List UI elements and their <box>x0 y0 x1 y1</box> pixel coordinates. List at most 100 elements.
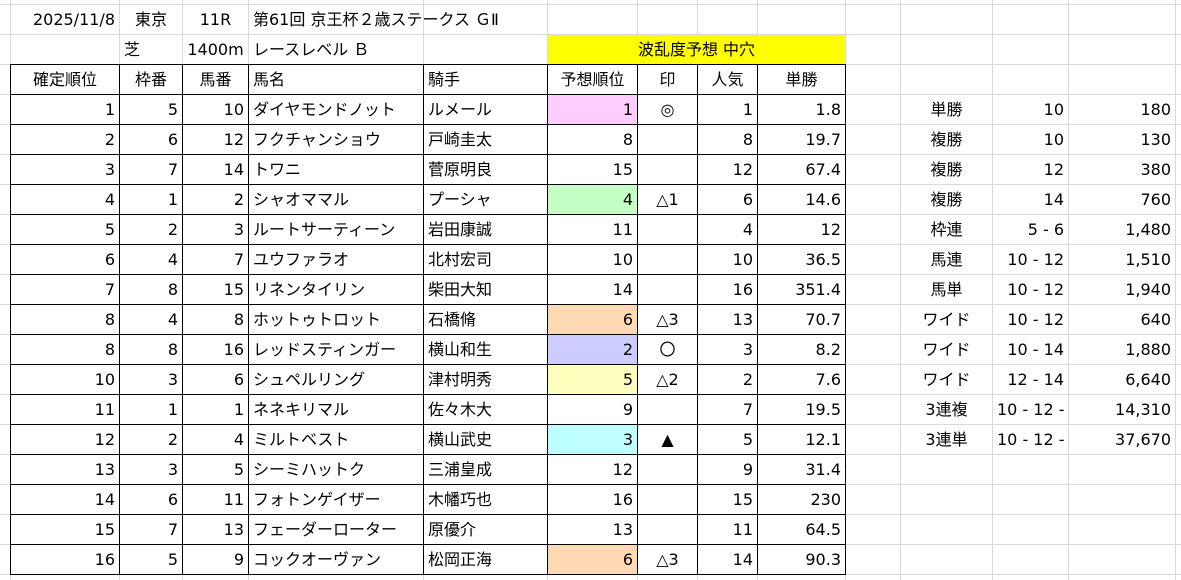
column-header[interactable]: 馬名 <box>253 70 286 89</box>
popularity[interactable]: 3 <box>742 340 753 359</box>
gate-number[interactable]: 4 <box>167 250 178 269</box>
gate-number[interactable]: 4 <box>167 310 178 329</box>
predicted-rank[interactable]: 6 <box>548 545 637 574</box>
horse-name[interactable]: フクチャンショウ <box>253 130 381 149</box>
payout-type[interactable]: 複勝 <box>930 160 963 179</box>
horse-name[interactable]: ネネキリマル <box>253 400 350 419</box>
payout-amount[interactable]: 1,880 <box>1125 340 1171 359</box>
predicted-rank[interactable]: 14 <box>612 280 633 299</box>
jockey-name[interactable]: 横山和生 <box>428 340 493 359</box>
prediction-mark[interactable] <box>638 125 697 154</box>
horse-number[interactable]: 12 <box>223 130 244 149</box>
payout-amount[interactable]: 37,670 <box>1115 430 1171 449</box>
horse-number[interactable]: 16 <box>223 340 244 359</box>
popularity[interactable]: 14 <box>732 550 753 569</box>
horse-name[interactable]: シュペルリング <box>253 370 366 389</box>
jockey-name[interactable]: 菅原明良 <box>428 160 493 179</box>
win-odds[interactable]: 31.4 <box>805 460 841 479</box>
gate-number[interactable]: 5 <box>167 100 178 119</box>
gate-number[interactable]: 1 <box>167 190 178 209</box>
win-odds[interactable]: 351.4 <box>795 280 841 299</box>
popularity[interactable]: 13 <box>732 310 753 329</box>
gate-number[interactable]: 2 <box>167 220 178 239</box>
payout-amount[interactable]: 130 <box>1140 130 1171 149</box>
race-number[interactable]: 11R <box>199 10 232 29</box>
horse-number[interactable]: 9 <box>233 550 244 569</box>
payout-type[interactable]: ワイド <box>922 370 971 389</box>
race-date[interactable]: 2025/11/8 <box>32 10 115 29</box>
race-venue[interactable]: 東京 <box>134 10 167 29</box>
payout-type[interactable]: 3連単 <box>925 430 968 449</box>
horse-name[interactable]: レッドスティンガー <box>253 340 397 359</box>
payout-type[interactable]: 枠連 <box>930 220 963 239</box>
finish-rank[interactable]: 4 <box>104 190 115 209</box>
race-level[interactable]: レースレベル Ｂ <box>253 40 370 59</box>
payout-combination[interactable]: 14 <box>1043 190 1064 209</box>
predicted-rank[interactable]: 1 <box>548 95 637 124</box>
finish-rank[interactable]: 13 <box>94 460 115 479</box>
finish-rank[interactable]: 7 <box>104 280 115 299</box>
payout-amount[interactable]: 14,310 <box>1115 400 1171 419</box>
prediction-mark[interactable] <box>638 485 697 514</box>
popularity[interactable]: 2 <box>742 370 753 389</box>
payout-combination[interactable]: 10 - 12 <box>1007 310 1064 329</box>
payout-combination[interactable]: 10 - 14 <box>1007 340 1064 359</box>
horse-number[interactable]: 13 <box>223 520 244 539</box>
payout-amount[interactable]: 1,940 <box>1125 280 1171 299</box>
predicted-rank[interactable]: 3 <box>548 425 637 454</box>
payout-amount[interactable]: 640 <box>1140 310 1171 329</box>
gate-number[interactable]: 8 <box>167 280 178 299</box>
win-odds[interactable]: 230 <box>810 490 841 509</box>
payout-amount[interactable]: 1,480 <box>1125 220 1171 239</box>
popularity[interactable]: 10 <box>732 250 753 269</box>
prediction-mark[interactable]: △3 <box>656 310 679 329</box>
horse-name[interactable]: フェーダーローター <box>253 520 398 539</box>
payout-type[interactable]: 馬単 <box>930 280 963 299</box>
horse-number[interactable]: 6 <box>233 370 244 389</box>
finish-rank[interactable]: 10 <box>94 370 115 389</box>
predicted-rank[interactable]: 13 <box>612 520 633 539</box>
horse-number[interactable]: 15 <box>223 280 244 299</box>
upset-forecast[interactable]: 波乱度予想 中穴 <box>548 35 845 64</box>
payout-combination[interactable]: 10 - 12 - 14 <box>997 400 1068 419</box>
win-odds[interactable]: 14.6 <box>805 190 841 209</box>
horse-number[interactable]: 14 <box>223 160 244 179</box>
finish-rank[interactable]: 8 <box>104 340 115 359</box>
prediction-mark[interactable] <box>638 275 697 304</box>
prediction-mark[interactable] <box>638 515 697 544</box>
win-odds[interactable]: 8.2 <box>815 340 841 359</box>
horse-name[interactable]: ルートサーティーン <box>253 220 396 239</box>
payout-combination[interactable]: 10 - 12 <box>1007 280 1064 299</box>
horse-number[interactable]: 1 <box>233 400 244 419</box>
finish-rank[interactable]: 3 <box>104 160 115 179</box>
horse-name[interactable]: トワニ <box>253 160 302 179</box>
payout-combination[interactable]: 10 <box>1043 100 1064 119</box>
race-name[interactable]: 第61回 京王杯２歳ステークス ＧⅡ <box>253 10 499 29</box>
jockey-name[interactable]: 岩田康誠 <box>428 220 493 239</box>
win-odds[interactable]: 12.1 <box>805 430 841 449</box>
win-odds[interactable]: 67.4 <box>805 160 841 179</box>
horse-number[interactable]: 11 <box>223 490 244 509</box>
finish-rank[interactable]: 1 <box>104 100 115 119</box>
predicted-rank[interactable]: 16 <box>612 490 633 509</box>
finish-rank[interactable]: 14 <box>94 490 115 509</box>
finish-rank[interactable]: 15 <box>94 520 115 539</box>
popularity[interactable]: 12 <box>732 160 753 179</box>
horse-name[interactable]: リネンタイリン <box>253 280 366 299</box>
horse-name[interactable]: シャオママル <box>253 190 350 209</box>
finish-rank[interactable]: 11 <box>94 400 115 419</box>
horse-name[interactable]: ユウファラオ <box>253 250 350 269</box>
finish-rank[interactable]: 5 <box>104 220 115 239</box>
win-odds[interactable]: 70.7 <box>805 310 841 329</box>
payout-type[interactable]: ワイド <box>922 310 971 329</box>
horse-number[interactable]: 5 <box>233 460 244 479</box>
predicted-rank[interactable]: 15 <box>612 160 633 179</box>
jockey-name[interactable]: 松岡正海 <box>428 550 493 569</box>
win-odds[interactable]: 12 <box>820 220 841 239</box>
horse-name[interactable]: ダイヤモンドノット <box>253 100 396 119</box>
predicted-rank[interactable]: 2 <box>548 335 637 364</box>
predicted-rank[interactable]: 11 <box>612 220 633 239</box>
finish-rank[interactable]: 2 <box>104 130 115 149</box>
payout-amount[interactable]: 1,510 <box>1125 250 1171 269</box>
column-header[interactable]: 予想順位 <box>560 70 625 89</box>
